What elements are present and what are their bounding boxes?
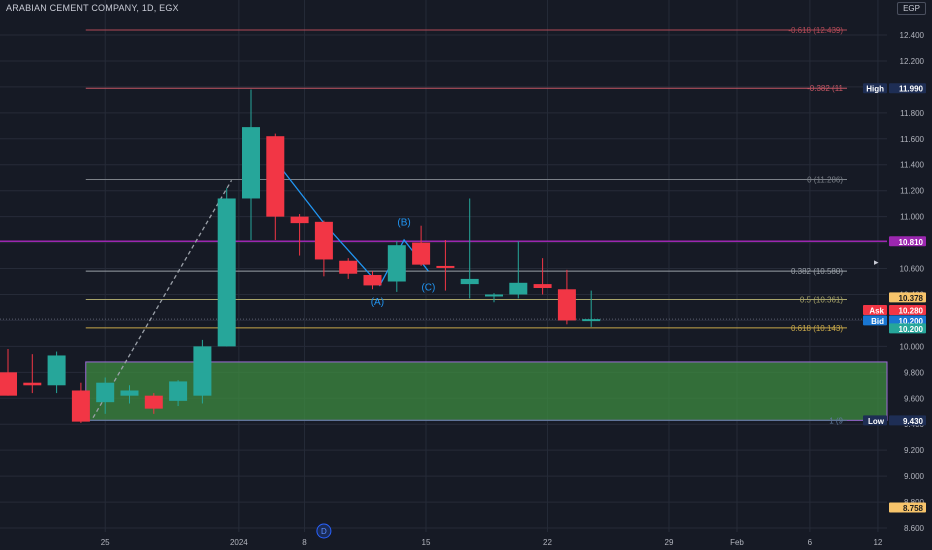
time-axis: 25 2024 8 15 22 29 Feb 6 12 xyxy=(101,538,883,547)
y-tick-label: 11.400 xyxy=(900,161,924,170)
price-tag-name: Bid xyxy=(871,317,884,326)
price-tag: 10.200 xyxy=(899,325,924,334)
y-tick-label: 11.600 xyxy=(900,135,924,144)
x-tick-label: 12 xyxy=(873,538,882,547)
price-tag: 9.430 xyxy=(903,417,924,426)
price-tag-bg xyxy=(889,415,926,426)
candle-body xyxy=(412,242,431,265)
wave-label: (B) xyxy=(397,218,410,229)
chart-title: ARABIAN CEMENT COMPANY, 1D, EGX xyxy=(6,3,179,13)
candle-body xyxy=(582,319,601,322)
currency-button[interactable]: EGP xyxy=(897,2,926,15)
price-tag-bg xyxy=(889,83,926,94)
wave-label: (A) xyxy=(371,297,384,308)
price-tag-bg xyxy=(889,323,926,334)
fib-label: -0.382 (11 xyxy=(807,84,843,93)
fib-label: 0.5 (10.361) xyxy=(800,296,843,305)
candles xyxy=(0,89,601,423)
price-tag: 10.378 xyxy=(899,294,924,303)
annotations: (A) (B) (C) D xyxy=(316,218,435,539)
candle-body xyxy=(533,284,552,288)
price-tag-name-bg xyxy=(863,83,887,94)
x-tick-label: 8 xyxy=(302,538,307,547)
y-tick-label: 11.000 xyxy=(900,213,924,222)
candle-body xyxy=(290,216,309,224)
candle-body xyxy=(436,265,455,268)
price-tag-name: Low xyxy=(868,417,885,426)
price-tag: 11.990 xyxy=(899,85,924,94)
y-tick-label: 10.000 xyxy=(900,342,925,351)
x-tick-label: 22 xyxy=(543,538,552,547)
candle-body xyxy=(0,372,17,396)
price-tag: 10.810 xyxy=(899,238,924,247)
x-tick-label: 15 xyxy=(422,538,431,547)
y-tick-label: 12.200 xyxy=(900,57,925,66)
candle-body xyxy=(71,390,90,422)
y-tick-label: 9.800 xyxy=(904,368,925,377)
price-tag-name: High xyxy=(866,85,884,94)
candle-body xyxy=(144,395,163,409)
fib-label: -0.618 (12.439) xyxy=(788,26,843,35)
price-tag-bg xyxy=(889,315,926,326)
y-tick-label: 9.000 xyxy=(904,472,925,481)
y-tick-label: 11.800 xyxy=(900,109,924,118)
x-tick-label: 25 xyxy=(101,538,110,547)
price-tag: 10.200 xyxy=(899,317,924,326)
demand-zone xyxy=(85,361,888,421)
candle-body xyxy=(460,278,479,285)
candle-body xyxy=(485,294,503,297)
price-tag: 8.758 xyxy=(903,504,924,513)
fib-label: 1 (9 xyxy=(829,416,843,425)
price-tag-name: Ask xyxy=(869,307,884,316)
axis-play-icon: ▸ xyxy=(874,258,879,268)
y-tick-label: 8.600 xyxy=(904,524,925,533)
x-tick-label: 6 xyxy=(808,538,813,547)
price-tag-name-bg xyxy=(863,305,887,316)
price-tag-bg xyxy=(889,292,926,303)
y-tick-label: 10.600 xyxy=(900,265,925,274)
wave-label: (C) xyxy=(421,283,435,294)
x-tick-label: 29 xyxy=(665,538,674,547)
candle-body xyxy=(242,127,260,199)
candle-body xyxy=(217,198,236,347)
fib-levels: -0.618 (12.439) -0.382 (11 0 (11.286) 0.382… xyxy=(0,26,887,425)
x-tick-label: 2024 xyxy=(230,538,248,547)
candle-body xyxy=(339,260,358,274)
demand-zone-rect xyxy=(85,361,888,421)
dividend-marker-label: D xyxy=(321,527,327,536)
candle-body xyxy=(193,346,212,396)
candle-body xyxy=(96,382,115,403)
price-tag-bg xyxy=(889,305,926,316)
price-tag-bg xyxy=(889,502,926,513)
price-tag: 10.280 xyxy=(899,307,924,316)
candle-body xyxy=(120,390,139,396)
fib-label: 0.618 (10.143) xyxy=(791,324,843,333)
price-axis: 12.40012.20012.00011.80011.60011.40011.2… xyxy=(863,31,926,533)
price-tag-name-bg xyxy=(863,415,887,426)
y-tick-label: 11.200 xyxy=(900,187,924,196)
candle-body xyxy=(23,382,42,386)
candle-body xyxy=(387,245,406,282)
candle-body xyxy=(557,289,576,321)
fib-label: 0 (11.286) xyxy=(807,176,843,185)
candle-body xyxy=(509,282,528,295)
price-tag-name-bg xyxy=(863,315,887,326)
trend-line xyxy=(92,179,233,419)
candle-body xyxy=(266,136,285,217)
candle-body xyxy=(169,381,188,401)
y-tick-label: 9.200 xyxy=(904,446,925,455)
y-tick-label: 9.600 xyxy=(904,394,925,403)
dividend-marker xyxy=(316,523,332,539)
fib-label: 0.382 (10.580) xyxy=(791,267,843,276)
candle-body xyxy=(363,275,382,286)
candle-body xyxy=(314,221,333,260)
y-tick-label: 12.400 xyxy=(900,31,925,40)
price-tag-bg xyxy=(889,236,926,247)
x-tick-label: Feb xyxy=(730,538,744,547)
candle-body xyxy=(47,355,66,386)
